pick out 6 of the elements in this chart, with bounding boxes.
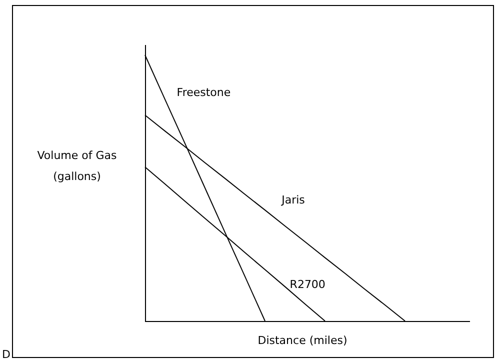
series-label: Freestone: [176, 86, 231, 100]
series-label: R2700: [290, 278, 326, 292]
y-axis-title: Volume of Gas (gallons): [37, 149, 118, 183]
series-label: Jaris: [280, 194, 306, 207]
text: D: [2, 348, 10, 361]
x-axis-title: Distance (miles): [258, 334, 348, 347]
